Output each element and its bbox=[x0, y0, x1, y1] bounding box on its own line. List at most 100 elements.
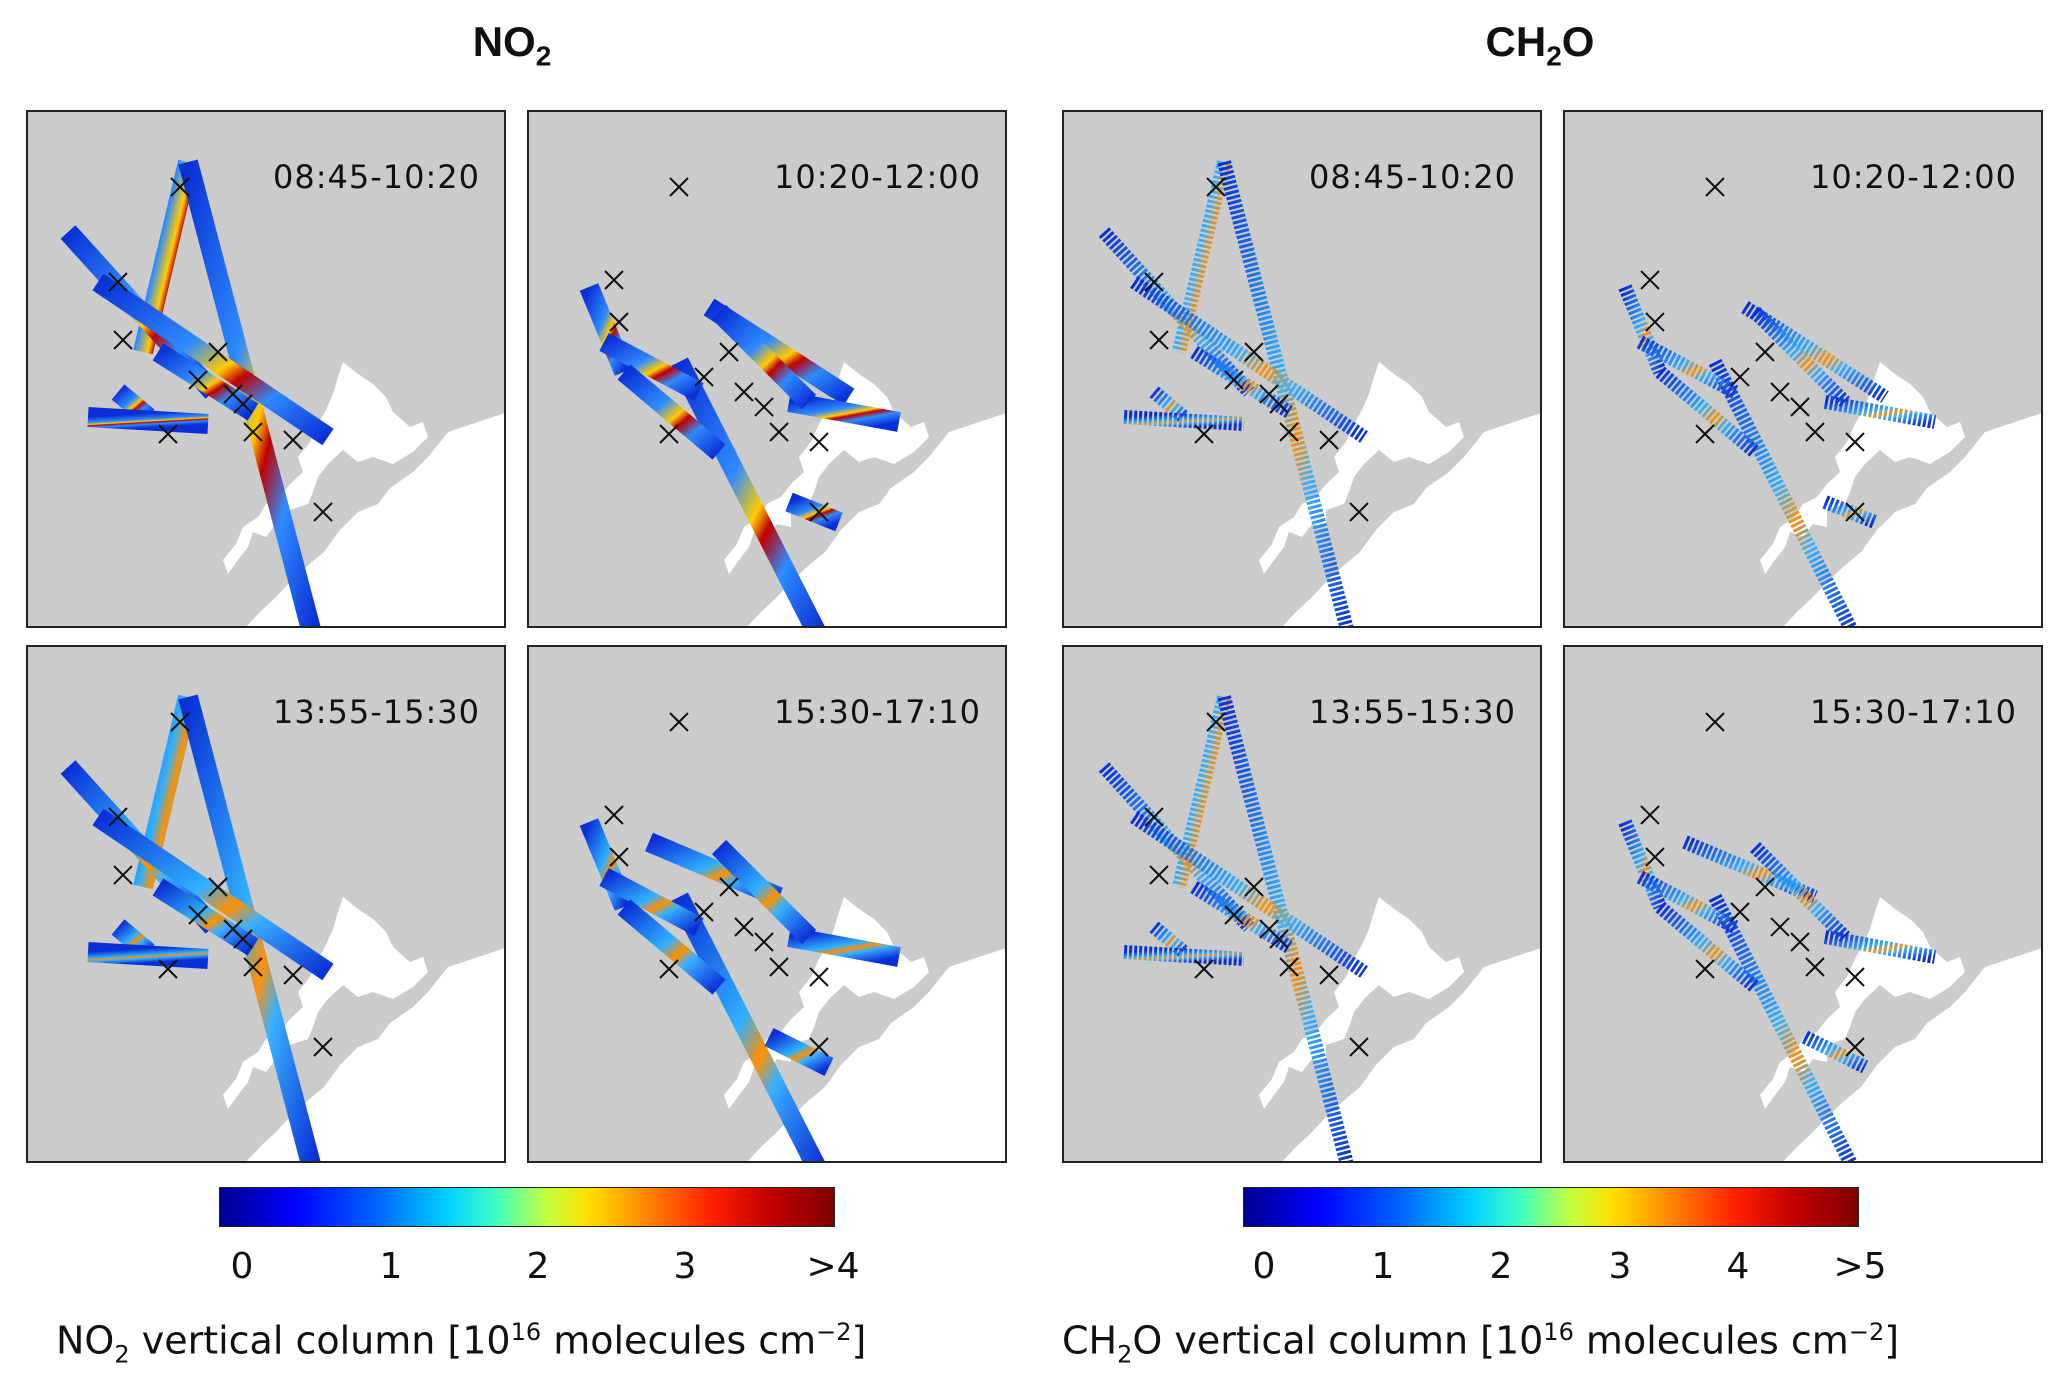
no2-group-title: NO2 bbox=[312, 18, 712, 72]
ch2o-map-panel-1: 08:45-10:20 bbox=[1062, 110, 1542, 628]
site-marker-icon bbox=[1645, 847, 1665, 867]
site-marker-icon bbox=[233, 929, 253, 949]
no2-map-svg-3 bbox=[60, 694, 504, 1161]
no2-map-svg-2 bbox=[579, 177, 1005, 626]
site-marker-icon bbox=[694, 902, 714, 922]
water-area bbox=[1259, 897, 1540, 1161]
flight-track-segment bbox=[1130, 276, 1368, 443]
flight-track-segment bbox=[92, 808, 334, 981]
no2-colorbar bbox=[219, 1187, 835, 1227]
site-marker-icon bbox=[754, 397, 774, 417]
no2-colorbar-label: NO2 vertical column [1016 molecules cm−2… bbox=[56, 1318, 866, 1368]
no2-map-panel-4: 15:30-17:10 bbox=[527, 645, 1007, 1163]
no2-map-panel-1: 08:45-10:20 bbox=[26, 110, 506, 628]
water-area bbox=[1760, 897, 2041, 1161]
no2-tick-0: 0 bbox=[230, 1246, 254, 1287]
site-marker-icon bbox=[1640, 270, 1660, 290]
flight-track-segment bbox=[152, 343, 259, 421]
site-marker-icon bbox=[1640, 805, 1660, 825]
site-marker-icon bbox=[1269, 394, 1289, 414]
ch2o-tick-0: 0 bbox=[1252, 1246, 1276, 1287]
flight-track-segment bbox=[1750, 842, 1850, 942]
site-marker-icon bbox=[1755, 342, 1775, 362]
site-marker-icon bbox=[170, 177, 190, 197]
site-marker-icon bbox=[609, 312, 629, 332]
flight-track-segment bbox=[1130, 811, 1368, 978]
site-marker-icon bbox=[1244, 877, 1264, 897]
site-marker-icon bbox=[734, 917, 754, 937]
flight-track-segment bbox=[1822, 495, 1878, 529]
site-marker-icon bbox=[188, 905, 208, 925]
site-marker-icon bbox=[1805, 422, 1825, 442]
no2-cbar-middle: vertical column [10 bbox=[129, 1318, 511, 1363]
site-marker-icon bbox=[1149, 330, 1169, 350]
ch2o-time-label-3: 13:55-15:30 bbox=[1309, 693, 1516, 731]
no2-cbar-prefix-sub: 2 bbox=[114, 1340, 130, 1369]
flight-track-segment bbox=[1190, 346, 1293, 418]
ch2o-cbar-units: molecules cm bbox=[1573, 1318, 1849, 1363]
site-marker-icon bbox=[283, 430, 303, 450]
ch2o-map-panel-4: 15:30-17:10 bbox=[1563, 645, 2043, 1163]
site-marker-icon bbox=[769, 957, 789, 977]
site-marker-icon bbox=[108, 272, 128, 292]
flight-track-segment bbox=[1682, 835, 1818, 904]
ch2o-time-label-2: 10:20-12:00 bbox=[1810, 158, 2017, 196]
site-marker-icon bbox=[754, 932, 774, 952]
no2-cbar-end: ] bbox=[851, 1318, 867, 1363]
ch2o-cbar-exp: 16 bbox=[1543, 1318, 1574, 1346]
site-marker-icon bbox=[1149, 865, 1169, 885]
site-marker-icon bbox=[1695, 959, 1715, 979]
site-marker-icon bbox=[809, 432, 829, 452]
flight-track-segment bbox=[787, 392, 901, 432]
flight-track-segment bbox=[1708, 893, 1858, 1161]
no2-time-label-3: 13:55-15:30 bbox=[273, 693, 480, 731]
ch2o-tick-3: 3 bbox=[1608, 1246, 1632, 1287]
site-marker-icon bbox=[1206, 712, 1226, 732]
water-area bbox=[724, 897, 1005, 1161]
water-area bbox=[1760, 362, 2041, 626]
flight-track-segment bbox=[1823, 930, 1937, 964]
site-marker-icon bbox=[719, 877, 739, 897]
no2-cbar-units-exp: −2 bbox=[816, 1318, 852, 1346]
site-marker-icon bbox=[669, 712, 689, 732]
no2-title-sub: 2 bbox=[535, 40, 552, 72]
flight-track-segment bbox=[711, 304, 817, 410]
flight-track-segment bbox=[1655, 901, 1760, 993]
site-marker-icon bbox=[1770, 382, 1790, 402]
no2-tick-3: 3 bbox=[673, 1246, 697, 1287]
site-marker-icon bbox=[719, 342, 739, 362]
flight-track-segment bbox=[1823, 395, 1937, 429]
ch2o-cbar-prefix: CH bbox=[1062, 1318, 1118, 1363]
no2-time-label-4: 15:30-17:10 bbox=[774, 693, 981, 731]
flight-track-segment bbox=[1149, 386, 1189, 423]
flight-track-segment bbox=[617, 899, 726, 995]
no2-time-label-1: 08:45-10:20 bbox=[273, 158, 480, 196]
no2-map-svg-1 bbox=[60, 159, 504, 626]
flight-track-segment bbox=[1618, 819, 1667, 910]
flight-track-segment bbox=[599, 333, 704, 401]
site-marker-icon bbox=[809, 967, 829, 987]
site-marker-icon bbox=[1705, 177, 1725, 197]
site-marker-icon bbox=[659, 959, 679, 979]
no2-title-main: NO bbox=[472, 18, 536, 65]
flight-track-segment bbox=[1636, 870, 1739, 934]
site-marker-icon bbox=[1224, 905, 1244, 925]
site-marker-icon bbox=[1319, 430, 1339, 450]
site-marker-icon bbox=[208, 877, 228, 897]
site-marker-icon bbox=[283, 965, 303, 985]
flight-track-segment bbox=[785, 492, 843, 532]
ch2o-title-b: O bbox=[1561, 18, 1595, 65]
site-marker-icon bbox=[1845, 967, 1865, 987]
flight-track-segment bbox=[87, 407, 209, 434]
site-marker-icon bbox=[1805, 957, 1825, 977]
site-marker-icon bbox=[734, 382, 754, 402]
site-marker-icon bbox=[243, 957, 263, 977]
flight-track-segment bbox=[1149, 921, 1189, 958]
water-area bbox=[1259, 362, 1540, 626]
site-marker-icon bbox=[1244, 342, 1264, 362]
site-marker-icon bbox=[313, 502, 333, 522]
flight-track-segment bbox=[617, 364, 726, 460]
site-marker-icon bbox=[1845, 1037, 1865, 1057]
ch2o-map-panel-3: 13:55-15:30 bbox=[1062, 645, 1542, 1163]
ch2o-cbar-middle: vertical column [10 bbox=[1162, 1318, 1544, 1363]
